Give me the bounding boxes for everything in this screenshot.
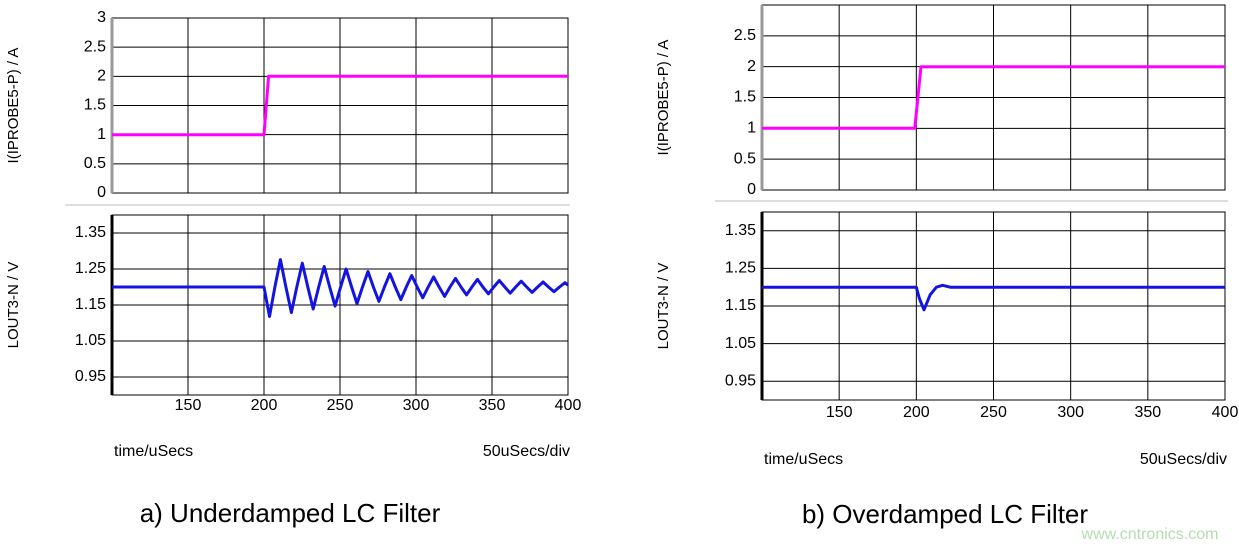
y-tick-label: 2.5 [734, 27, 756, 44]
y-tick-label: 2.5 [84, 38, 106, 55]
x-axis-label: time/uSecs [114, 443, 193, 460]
x-tick-label: 150 [175, 397, 202, 414]
x-tick-label: 350 [479, 397, 506, 414]
y-tick-label: 3 [97, 9, 106, 26]
x-scale-note: 50uSecs/div [1140, 451, 1227, 468]
series-line [112, 74, 568, 137]
y-tick-label: 0.5 [84, 155, 106, 172]
y-tick-label: 0.5 [734, 150, 756, 167]
caption: a) Underdamped LC Filter [140, 498, 441, 528]
y-axis-label: LOUT3-N / V [5, 262, 22, 349]
y-tick-label: 2 [747, 58, 756, 75]
y-tick-label: 1.5 [84, 97, 106, 114]
x-tick-label: 250 [980, 404, 1007, 421]
series-line [762, 65, 1225, 130]
x-tick-label: 200 [903, 404, 930, 421]
series-line [762, 283, 1225, 312]
series-line [112, 258, 569, 318]
y-tick-label: 2 [97, 68, 106, 85]
y-tick-label: 0.95 [75, 368, 106, 385]
y-tick-label: 0 [747, 181, 756, 198]
y-tick-label: 1.5 [734, 89, 756, 106]
y-tick-label: 1.25 [725, 260, 756, 277]
y-tick-label: 0 [97, 184, 106, 201]
x-tick-label: 250 [327, 397, 354, 414]
y-axis-label: I(IPROBE5-P) / A [5, 48, 22, 164]
x-tick-label: 300 [1057, 404, 1084, 421]
y-tick-label: 1 [97, 126, 106, 143]
x-tick-label: 400 [555, 397, 582, 414]
y-tick-label: 1.05 [725, 335, 756, 352]
caption: b) Overdamped LC Filter [802, 499, 1088, 529]
x-tick-label: 200 [251, 397, 278, 414]
y-axis-label: LOUT3-N / V [655, 263, 672, 350]
y-tick-label: 1.05 [75, 332, 106, 349]
y-tick-label: 1.15 [75, 296, 106, 313]
x-tick-label: 400 [1212, 404, 1239, 421]
y-tick-label: 0.95 [725, 372, 756, 389]
x-scale-note: 50uSecs/div [483, 443, 570, 460]
y-tick-label: 1 [747, 120, 756, 137]
x-tick-label: 350 [1134, 404, 1161, 421]
y-tick-label: 1.35 [75, 224, 106, 241]
watermark: www.cntronics.com [1081, 526, 1219, 543]
x-tick-label: 150 [826, 404, 853, 421]
x-axis-label: time/uSecs [764, 451, 843, 468]
y-tick-label: 1.15 [725, 297, 756, 314]
x-tick-label: 300 [403, 397, 430, 414]
y-tick-label: 1.25 [75, 260, 106, 277]
y-axis-label: I(IPROBE5-P) / A [655, 40, 672, 156]
y-tick-label: 1.35 [725, 222, 756, 239]
